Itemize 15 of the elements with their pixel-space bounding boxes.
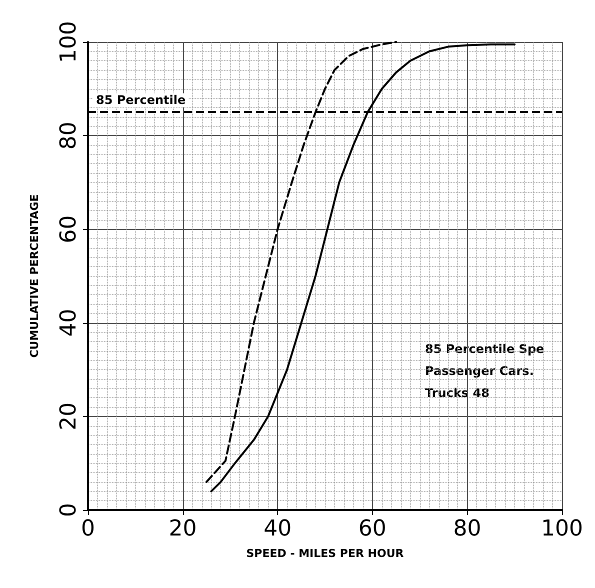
y-axis-title: CUMULATIVE PERCENTAGE xyxy=(28,194,41,358)
x-tick-label: 80 xyxy=(453,516,482,542)
y-tick-label: 0 xyxy=(56,503,82,517)
y-tick-label: 20 xyxy=(56,402,82,430)
y-tick-label: 60 xyxy=(56,215,82,244)
y-tick-label: 40 xyxy=(56,308,82,337)
x-axis-title: SPEED - MILES PER HOUR xyxy=(246,547,404,560)
annotation: Trucks 48 xyxy=(425,386,490,400)
x-tick-label: 40 xyxy=(264,516,292,542)
y-tick-label: 100 xyxy=(56,21,82,63)
x-tick-label: 60 xyxy=(358,516,386,542)
x-tick-label: 20 xyxy=(168,516,197,542)
x-tick-label: 100 xyxy=(541,516,583,542)
y-tick-label: 80 xyxy=(56,122,82,150)
ref-line-label: 85 Percentile xyxy=(96,93,186,108)
